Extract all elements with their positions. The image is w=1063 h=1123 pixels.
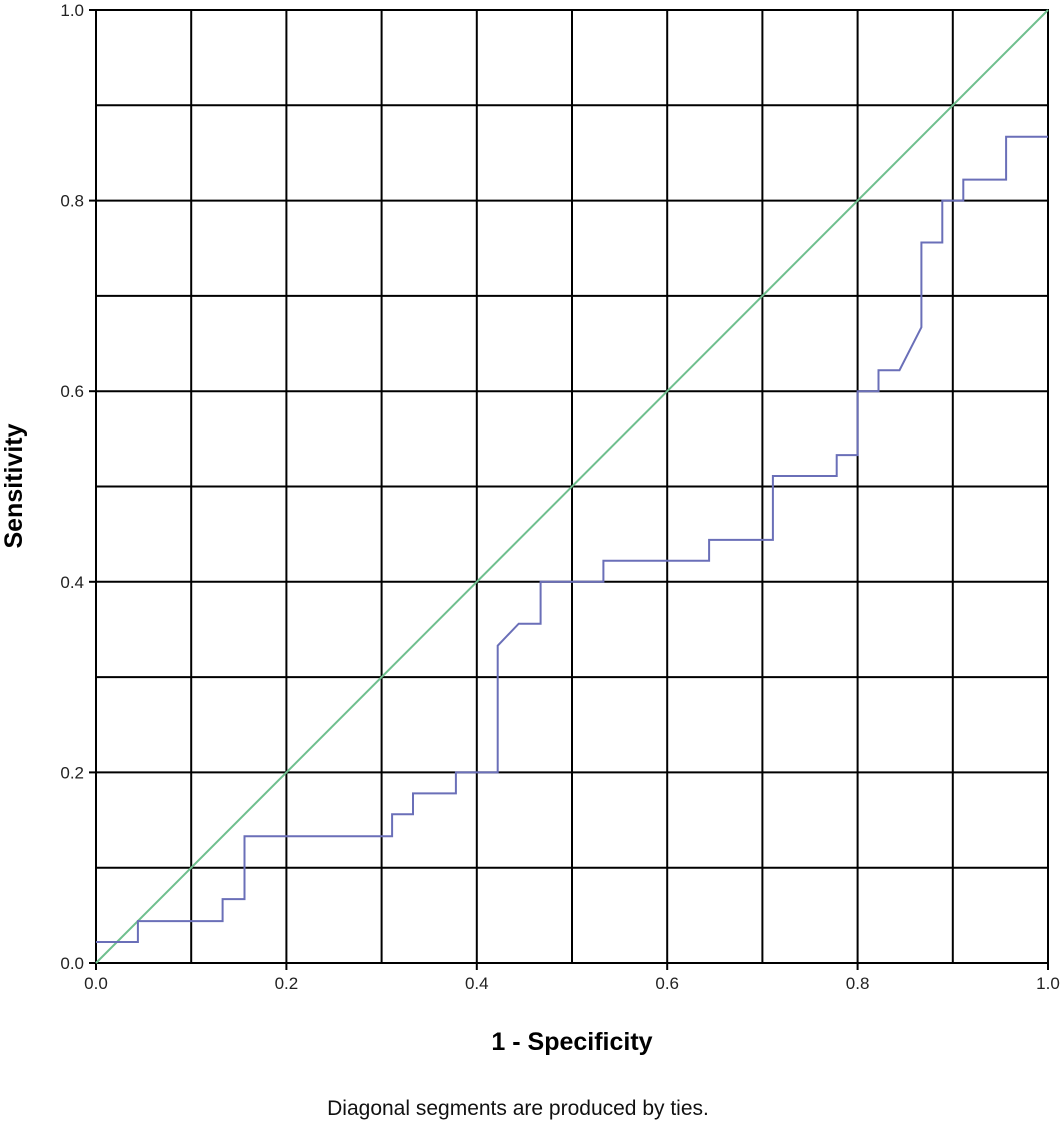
x-tick-label: 0.2 <box>275 974 299 993</box>
y-tick-label: 0.8 <box>60 192 84 211</box>
x-tick-label: 0.4 <box>465 974 489 993</box>
y-tick-label: 0.0 <box>60 954 84 973</box>
data-series <box>95 9 1049 964</box>
x-tick-label: 0.0 <box>84 974 108 993</box>
reference-diagonal <box>95 9 1049 964</box>
y-tick-label: 0.2 <box>60 763 84 782</box>
plot-frame <box>95 9 1049 964</box>
y-axis-title: Sensitivity <box>0 423 28 548</box>
x-axis-title: 1 - Specificity <box>491 1028 652 1056</box>
x-tick-label: 0.6 <box>655 974 679 993</box>
x-tick-label: 1.0 <box>1036 974 1060 993</box>
y-tick-label: 0.4 <box>60 573 84 592</box>
grid-lines <box>96 10 1048 963</box>
x-tick-label: 0.8 <box>846 974 870 993</box>
footnote: Diagonal segments are produced by ties. <box>327 1097 709 1120</box>
y-tick-label: 0.6 <box>60 382 84 401</box>
axis-ticks: 0.0 0.2 0.4 0.6 0.8 1.0 0.0 0.2 0.4 0.6 0.8 1.0 <box>60 1 1059 993</box>
y-tick-label: 1.0 <box>60 1 84 20</box>
roc-curve <box>96 135 1048 943</box>
